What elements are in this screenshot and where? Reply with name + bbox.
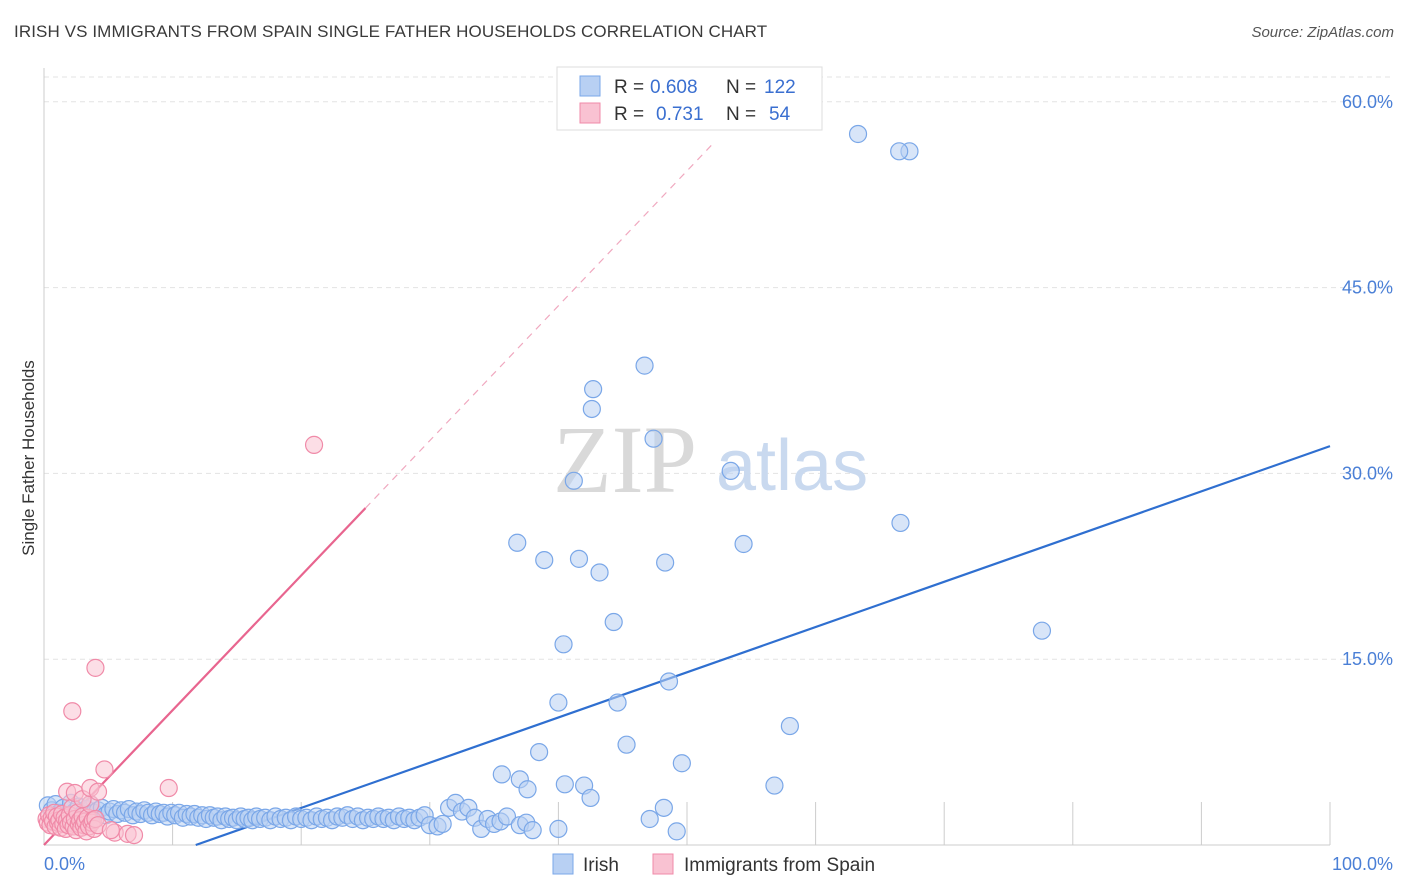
point-s0-124: [635, 356, 654, 375]
bottom-legend: Irish Immigrants from Spain: [552, 853, 875, 876]
point-s0-122: [608, 693, 627, 712]
x-tick-max: 100.0%: [1332, 854, 1393, 874]
point-s0-137: [1032, 621, 1052, 640]
legend-n-label-spain: N =: [726, 104, 756, 125]
point-s1-53: [101, 821, 120, 840]
y-tick-label-2: 45.0%: [1342, 278, 1393, 298]
point-s0-128: [672, 754, 691, 773]
point-s0-117: [569, 549, 589, 568]
point-s0-115: [549, 693, 568, 712]
bottom-legend-label-spain: Immigrants from Spain: [684, 855, 875, 876]
point-s0-90: [433, 814, 452, 834]
axes: [43, 68, 1331, 846]
bottom-legend-swatch-irish: [552, 853, 574, 875]
legend-swatch-irish: [579, 75, 601, 97]
legend-r-label-spain: R =: [614, 104, 644, 125]
y-tick-label-0: 15.0%: [1342, 649, 1393, 669]
point-s0-129: [654, 798, 673, 817]
legend-box: R = 0.608 N = 122 R = 0.731 N = 54: [556, 66, 823, 131]
point-s0-133: [734, 534, 753, 554]
point-s0-118: [582, 399, 601, 419]
point-s0-110: [581, 788, 600, 808]
point-s0-108: [555, 775, 574, 794]
point-s0-116: [564, 471, 583, 490]
trend-line-0: [195, 445, 1331, 847]
point-s1-45: [88, 782, 108, 801]
legend-n-label-irish: N =: [726, 77, 756, 98]
point-s0-107: [530, 742, 549, 762]
point-s0-111: [549, 819, 568, 838]
point-s1-49: [304, 435, 324, 454]
point-s1-46: [95, 760, 114, 779]
point-s0-130: [640, 809, 659, 829]
bottom-legend-swatch-spain: [652, 853, 674, 875]
point-s0-112: [508, 533, 527, 552]
point-s0-100: [497, 807, 517, 826]
point-s1-48: [159, 778, 178, 798]
y-tick-label-1: 30.0%: [1342, 463, 1393, 483]
bottom-legend-label-irish: Irish: [583, 855, 619, 876]
legend-n-value-spain: 54: [769, 104, 791, 125]
x-tick-min: 0.0%: [44, 854, 85, 874]
y-tick-label-3: 60.0%: [1342, 92, 1393, 112]
point-s1-43: [63, 702, 82, 721]
point-s0-125: [644, 429, 663, 448]
source-label: Source: ZipAtlas.com: [1251, 24, 1394, 41]
point-s0-140: [890, 142, 909, 161]
point-s0-123: [617, 735, 636, 754]
point-s0-120: [590, 563, 609, 582]
point-s0-113: [535, 550, 554, 570]
point-s0-131: [667, 822, 686, 841]
point-s0-138: [848, 124, 868, 144]
point-s0-121: [604, 612, 623, 632]
grid-lines: [44, 76, 1393, 660]
watermark: ZIP atlas: [553, 406, 868, 513]
y-tick-labels: 15.0% 30.0% 45.0% 60.0%: [1342, 92, 1393, 669]
point-s0-114: [554, 635, 573, 654]
point-s0-136: [891, 513, 910, 533]
legend-swatch-spain: [579, 102, 601, 124]
watermark-atlas: atlas: [716, 426, 868, 506]
point-s1-47: [86, 658, 105, 677]
point-s0-104: [492, 765, 511, 784]
chart-title: IRISH VS IMMIGRANTS FROM SPAIN SINGLE FA…: [14, 22, 768, 41]
point-s0-126: [656, 553, 675, 572]
point-s0-127: [659, 672, 679, 691]
legend-r-value-irish: 0.608: [650, 77, 698, 98]
point-s1-52: [124, 825, 144, 845]
point-s0-134: [780, 716, 799, 736]
y-axis-title: Single Father Households: [19, 360, 38, 556]
data-points: [37, 124, 1052, 845]
legend-r-label-irish: R =: [614, 77, 644, 98]
watermark-zip: ZIP: [553, 406, 697, 513]
trend-extension-1: [365, 143, 714, 509]
point-s0-119: [584, 380, 603, 399]
point-s0-135: [765, 776, 784, 795]
point-s0-132: [721, 461, 740, 481]
point-s0-103: [523, 821, 542, 840]
legend-r-value-spain: 0.731: [656, 104, 704, 125]
point-s0-106: [518, 780, 537, 799]
legend-n-value-irish: 122: [764, 77, 796, 98]
